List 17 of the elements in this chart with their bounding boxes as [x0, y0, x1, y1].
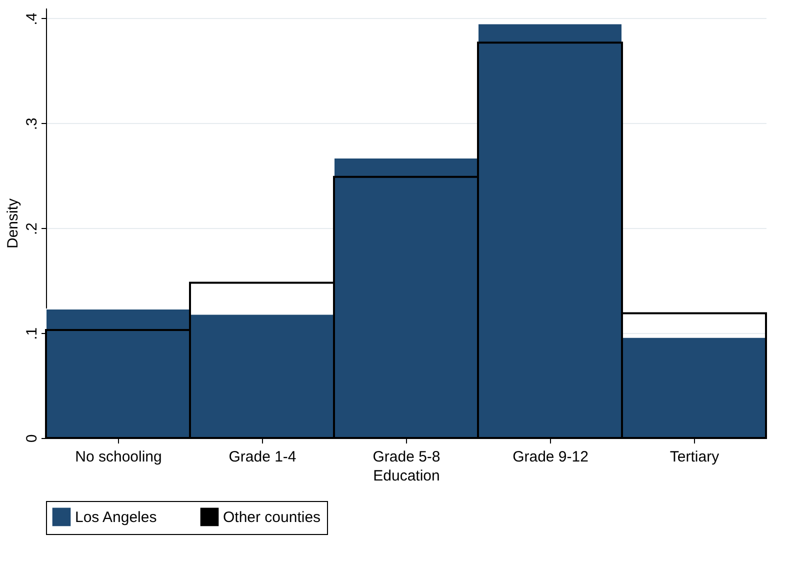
bar	[190, 314, 334, 438]
bar	[46, 308, 190, 438]
x-tick-label: Grade 5-8	[372, 448, 440, 466]
legend-label: Other counties	[223, 508, 321, 526]
y-axis-title: Density	[4, 198, 22, 249]
x-tick-label: Grade 9-12	[512, 448, 588, 466]
y-tick-label: .4	[24, 12, 40, 26]
x-tick-label: No schooling	[75, 448, 162, 466]
legend-label: Los Angeles	[75, 508, 157, 526]
x-axis-title: Education	[373, 468, 440, 484]
y-tick-label: .1	[24, 327, 40, 340]
y-tick-label: 0	[24, 434, 40, 443]
y-tick-label: .2	[24, 222, 40, 235]
y-tick-label: .3	[24, 118, 40, 130]
x-tick-label: Tertiary	[670, 448, 720, 466]
x-tick-label: Grade 1-4	[228, 448, 296, 466]
bar	[622, 336, 766, 438]
